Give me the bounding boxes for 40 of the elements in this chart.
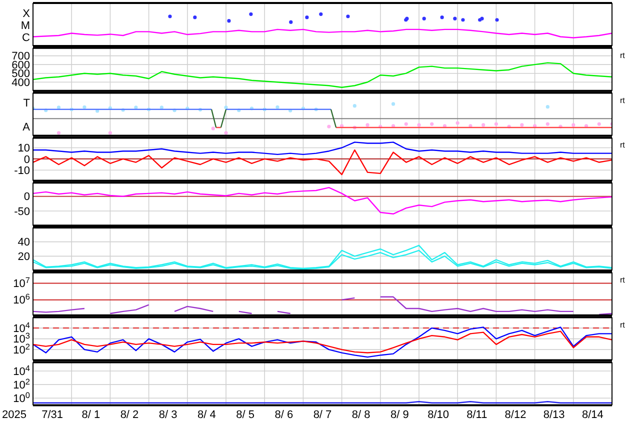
y-tick-label: 10$^{2}$ xyxy=(13,342,30,356)
x-tick-label: 8/ 4 xyxy=(198,409,216,422)
x-tick-label: 8/ 6 xyxy=(274,409,294,422)
y2-axis-title: rt xyxy=(620,96,626,105)
x-tick-label: 7/31 xyxy=(42,409,64,422)
y2-axis-title: rt xyxy=(620,275,626,284)
y-tick-label: 10$^{4}$ xyxy=(13,363,30,378)
y-tick-label: 10 xyxy=(18,142,30,155)
y-tick-label: -50 xyxy=(14,206,30,218)
x-tick-label: 8/11 xyxy=(466,409,488,422)
x-tick-label: 8/ 1 xyxy=(82,409,100,422)
text: A xyxy=(22,122,31,134)
x-tick-label: 8/ 2 xyxy=(120,409,139,422)
y-tick-label: 10$^{7}$ xyxy=(13,276,30,290)
x-tick-label: 8/ 7 xyxy=(313,409,332,422)
y2-axis-title: rt xyxy=(620,50,626,60)
y2-axis-title: rt xyxy=(620,140,626,150)
x-tick-label: 8/ 3 xyxy=(158,409,178,422)
y-tick-label: 10$^{0}$ xyxy=(13,390,30,405)
x-axis-title: 2025 xyxy=(2,409,26,422)
y-tick-label: 0 xyxy=(24,191,30,204)
text: M xyxy=(20,20,30,32)
y2-axis-title: rt xyxy=(620,320,626,330)
y-tick-label: 10$^{2}$ xyxy=(13,376,30,392)
text: X xyxy=(22,8,31,20)
text: C xyxy=(22,32,30,44)
x-tick-label: 8/10 xyxy=(428,409,450,422)
y-tick-label: 400 xyxy=(12,76,30,89)
x-tick-label: 8/ 5 xyxy=(236,409,254,422)
y-tick-label: 10$^{6}$ xyxy=(13,292,30,307)
y-tick-label: 20 xyxy=(18,251,30,264)
text: T xyxy=(23,98,30,110)
y-tick-label: -10 xyxy=(14,164,30,177)
x-tick-label: 8/13 xyxy=(543,409,565,422)
x-tick-label: 8/12 xyxy=(504,409,526,422)
y-tick-label: 40 xyxy=(18,236,30,249)
x-tick-label: 8/14 xyxy=(582,409,604,422)
y-tick-label: 0 xyxy=(24,154,30,166)
x-tick-label: 8/ 9 xyxy=(390,409,409,422)
x-tick-label: 8/ 8 xyxy=(352,409,370,422)
